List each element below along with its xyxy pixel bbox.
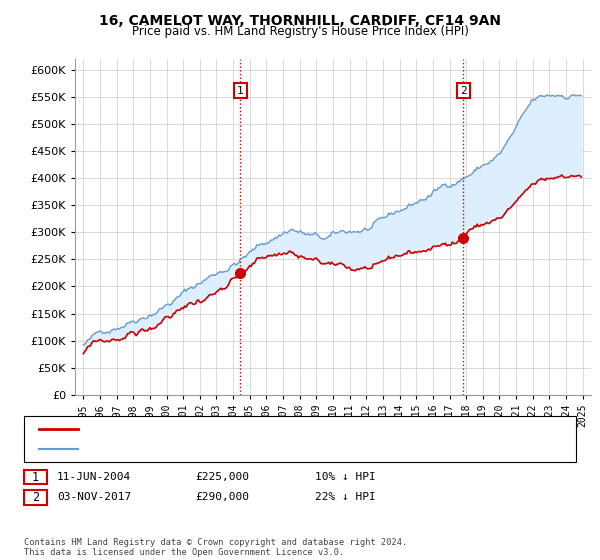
Text: 1: 1 — [237, 86, 244, 96]
Text: £225,000: £225,000 — [195, 472, 249, 482]
Text: 22% ↓ HPI: 22% ↓ HPI — [315, 492, 376, 502]
Text: 2: 2 — [460, 86, 467, 96]
Text: 1: 1 — [32, 470, 39, 484]
Text: Price paid vs. HM Land Registry's House Price Index (HPI): Price paid vs. HM Land Registry's House … — [131, 25, 469, 38]
Text: HPI: Average price, detached house, Cardiff: HPI: Average price, detached house, Card… — [84, 444, 353, 454]
Text: 11-JUN-2004: 11-JUN-2004 — [57, 472, 131, 482]
Text: 16, CAMELOT WAY, THORNHILL, CARDIFF, CF14 9AN (detached house): 16, CAMELOT WAY, THORNHILL, CARDIFF, CF1… — [84, 423, 472, 433]
Text: £290,000: £290,000 — [195, 492, 249, 502]
Text: 03-NOV-2017: 03-NOV-2017 — [57, 492, 131, 502]
Text: 10% ↓ HPI: 10% ↓ HPI — [315, 472, 376, 482]
Text: Contains HM Land Registry data © Crown copyright and database right 2024.
This d: Contains HM Land Registry data © Crown c… — [24, 538, 407, 557]
Text: 16, CAMELOT WAY, THORNHILL, CARDIFF, CF14 9AN: 16, CAMELOT WAY, THORNHILL, CARDIFF, CF1… — [99, 14, 501, 28]
Text: 2: 2 — [32, 491, 39, 504]
